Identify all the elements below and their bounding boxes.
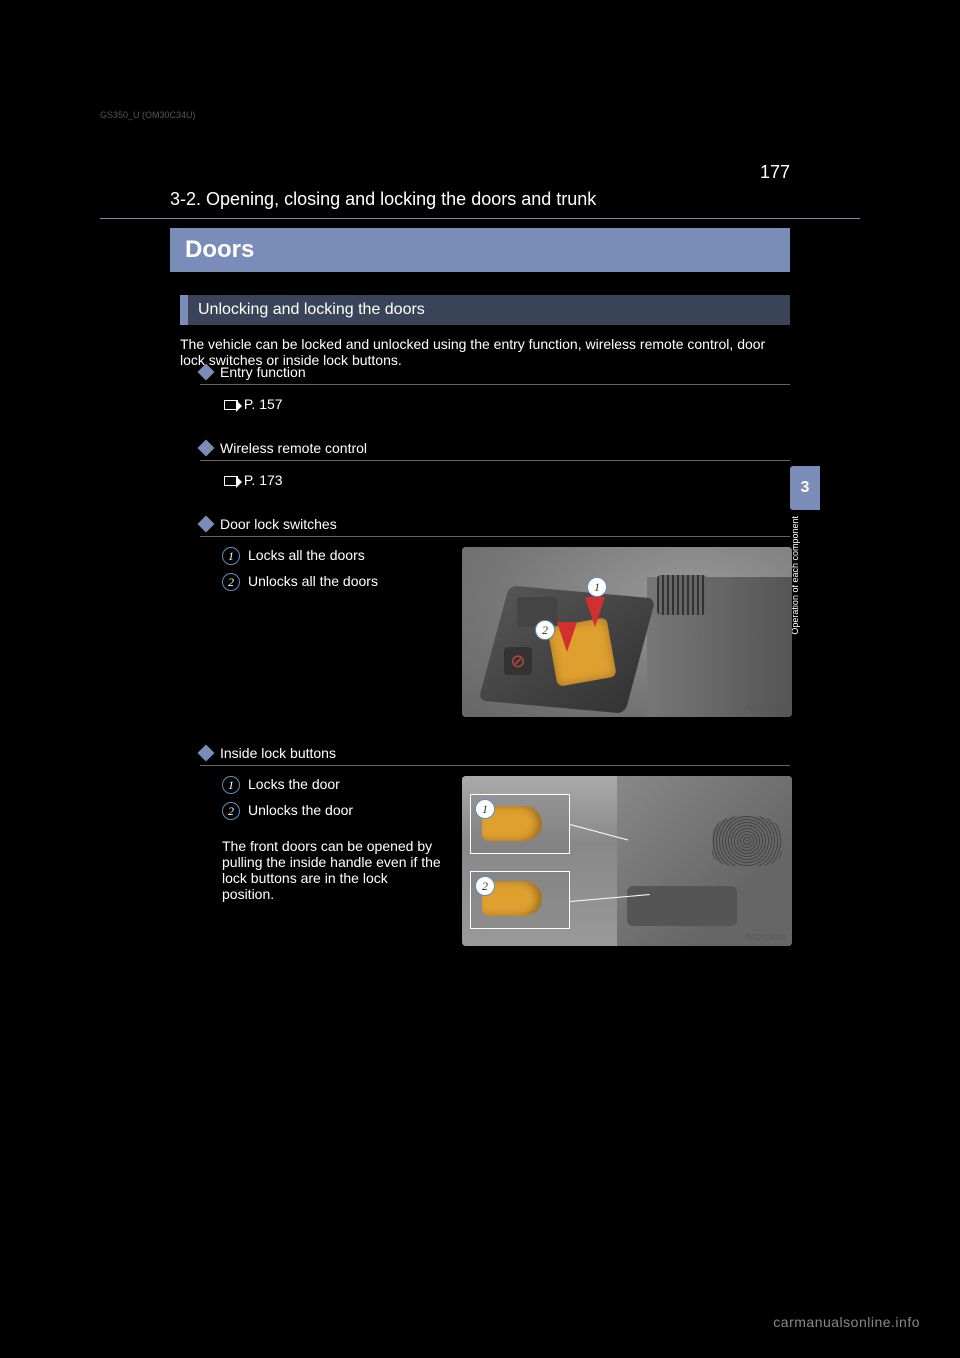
section-title: Inside lock buttons: [220, 745, 336, 761]
list-item: 1 Locks the door: [222, 776, 442, 794]
callout-number-icon: 1: [475, 799, 495, 819]
section-header: Entry function: [200, 364, 790, 385]
door-lock-switch-figure: 1 2 IN32G5022: [462, 547, 792, 717]
section-figure: 1 2 IN32G5023: [462, 776, 792, 946]
section-inside-lock-buttons: Inside lock buttons 1 Locks the door 2 U…: [200, 745, 790, 946]
xref-icon: [224, 400, 238, 410]
breadcrumb: 3-2. Opening, closing and locking the do…: [170, 189, 596, 210]
chapter-label: Operation of each component: [790, 516, 820, 635]
figure-code: IN32G5023: [745, 933, 786, 942]
vent-icon: [657, 575, 707, 615]
bullet-icon: [198, 516, 215, 533]
note-text: The front doors can be opened by pulling…: [222, 838, 442, 902]
page: GS350_U (OM30C34U) 177 3-2. Opening, clo…: [0, 0, 960, 1358]
list-item: 1 Locks all the doors: [222, 547, 442, 565]
title-bar: Doors: [170, 228, 790, 272]
step-number-icon: 1: [222, 776, 240, 794]
section-body: 1 Locks the door 2 Unlocks the door The …: [200, 766, 790, 946]
section-title: Entry function: [220, 364, 306, 380]
step-number-icon: 2: [222, 802, 240, 820]
section-wireless-remote: Wireless remote control P. 173: [200, 440, 790, 491]
section-door-lock-switches: Door lock switches 1 Locks all the doors…: [200, 516, 790, 717]
section-figure: 1 2 IN32G5022: [462, 547, 792, 717]
divider: [100, 218, 860, 219]
chapter-number: 3: [801, 479, 810, 497]
section-header: Inside lock buttons: [200, 745, 790, 766]
callout-number-icon: 2: [535, 620, 555, 640]
page-title: Doors: [185, 236, 254, 264]
step-number-icon: 1: [222, 547, 240, 565]
section-text: 1 Locks all the doors 2 Unlocks all the …: [222, 547, 442, 717]
seatbelt-light-icon: [504, 647, 532, 675]
bullet-icon: [198, 364, 215, 381]
bullet-icon: [198, 440, 215, 457]
section-text: 1 Locks the door 2 Unlocks the door The …: [222, 776, 442, 946]
xref-icon: [224, 476, 238, 486]
inside-lock-button-figure: 1 2 IN32G5023: [462, 776, 792, 946]
step-text: Locks the door: [248, 776, 340, 792]
arrow-down-icon: [557, 622, 577, 652]
code-stamp: GS350_U (OM30C34U): [100, 110, 196, 120]
section-body: 1 Locks all the doors 2 Unlocks all the …: [200, 537, 790, 717]
section-title: Wireless remote control: [220, 440, 367, 456]
section-entry-function: Entry function P. 157: [200, 364, 790, 415]
step-text: Unlocks all the doors: [248, 573, 378, 589]
watermark: carmanualsonline.info: [773, 1314, 920, 1330]
step-number-icon: 2: [222, 573, 240, 591]
list-item: 2 Unlocks the door: [222, 802, 442, 820]
section-title: Door lock switches: [220, 516, 337, 532]
arrow-down-icon: [585, 597, 605, 627]
step-text: Unlocks the door: [248, 802, 353, 818]
figure-code: IN32G5022: [745, 704, 786, 713]
step-text: Locks all the doors: [248, 547, 365, 563]
bullet-icon: [198, 745, 215, 762]
page-reference: P. 157: [244, 396, 283, 412]
callout-number-icon: 1: [587, 577, 607, 597]
page-reference: P. 173: [244, 472, 283, 488]
section-header: Wireless remote control: [200, 440, 790, 461]
speaker-grille: [712, 816, 782, 866]
section-body: P. 157: [200, 385, 790, 415]
section-body: P. 173: [200, 461, 790, 491]
subtitle-bar: Unlocking and locking the doors: [180, 295, 790, 325]
callout-number-icon: 2: [475, 876, 495, 896]
page-number: 177: [760, 162, 790, 183]
chapter-tab: 3: [790, 466, 820, 510]
list-item: 2 Unlocks all the doors: [222, 573, 442, 591]
section-header: Door lock switches: [200, 516, 790, 537]
armrest: [627, 886, 737, 926]
subtitle: Unlocking and locking the doors: [198, 301, 425, 319]
